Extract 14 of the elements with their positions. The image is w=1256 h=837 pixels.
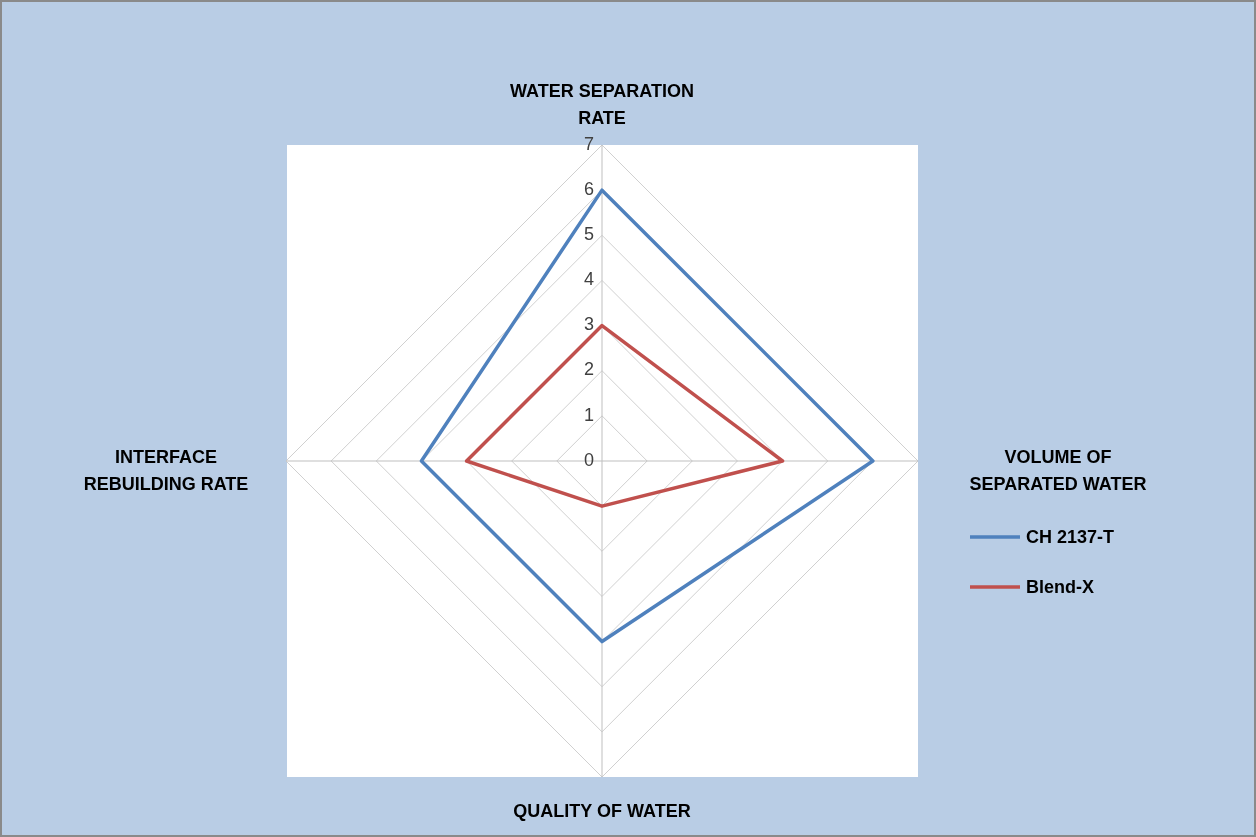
- y-tick-label: 6: [583, 178, 594, 199]
- spoke-label: QUALITY OF WATER: [513, 801, 691, 821]
- legend-label: CH 2137-T: [1026, 527, 1115, 547]
- y-tick-label: 5: [583, 224, 594, 245]
- y-tick-label: 1: [583, 404, 594, 425]
- spoke-label: INTERFACE REBUILDING RATE: [83, 447, 249, 494]
- spoke-label: VOLUME OF SEPARATED WATER: [969, 447, 1147, 494]
- y-tick-label: 4: [583, 269, 594, 290]
- y-tick-label: 7: [583, 133, 594, 154]
- y-tick-label: 2: [583, 359, 594, 380]
- spoke-label: WATER SEPARATION RATE: [510, 81, 694, 128]
- y-tick-label: 0: [583, 449, 594, 470]
- y-tick-label: 3: [583, 314, 594, 335]
- legend-label: Blend-X: [1026, 577, 1095, 597]
